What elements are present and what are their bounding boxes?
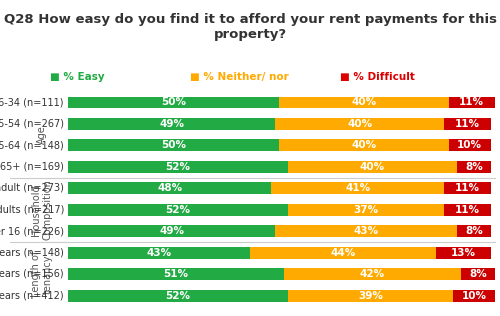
Bar bbox=[444, 204, 491, 216]
Text: Household
Composition: Household Composition bbox=[31, 179, 53, 240]
Text: Households with children under 16 (n=226): Households with children under 16 (n=226… bbox=[0, 226, 64, 236]
Text: 11%: 11% bbox=[460, 97, 484, 107]
Bar bbox=[68, 182, 271, 194]
Text: Two or more adults (n=217): Two or more adults (n=217) bbox=[0, 205, 64, 215]
Bar bbox=[457, 225, 491, 237]
Bar bbox=[288, 204, 444, 216]
Bar bbox=[457, 161, 491, 173]
Text: 43%: 43% bbox=[354, 226, 378, 236]
Text: Length of
tenancy: Length of tenancy bbox=[31, 251, 53, 297]
Text: 10%: 10% bbox=[462, 291, 486, 301]
Text: 40%: 40% bbox=[352, 97, 376, 107]
Text: 11%: 11% bbox=[455, 119, 480, 129]
Text: 65+ (n=169): 65+ (n=169) bbox=[0, 162, 64, 172]
Text: 37%: 37% bbox=[354, 205, 378, 215]
Text: 40%: 40% bbox=[347, 119, 372, 129]
Text: 13%: 13% bbox=[451, 248, 476, 258]
Text: 40%: 40% bbox=[360, 162, 385, 172]
Bar bbox=[448, 139, 491, 151]
Text: ■ % Neither/ nor: ■ % Neither/ nor bbox=[190, 72, 289, 82]
Text: 49%: 49% bbox=[159, 226, 184, 236]
Bar bbox=[68, 247, 250, 259]
Bar bbox=[276, 118, 444, 130]
Text: 35-54 (n=267): 35-54 (n=267) bbox=[0, 119, 64, 129]
Bar bbox=[68, 118, 276, 130]
Bar bbox=[68, 139, 280, 151]
Text: 55-64 (n=148): 55-64 (n=148) bbox=[0, 140, 64, 150]
Text: Q28 How easy do you find it to afford your rent payments for this
property?: Q28 How easy do you find it to afford yo… bbox=[4, 13, 496, 41]
Text: 43%: 43% bbox=[146, 248, 172, 258]
Text: 8%: 8% bbox=[465, 162, 482, 172]
Bar bbox=[68, 161, 288, 173]
Text: 44%: 44% bbox=[330, 248, 355, 258]
Bar bbox=[276, 225, 457, 237]
Text: 39%: 39% bbox=[358, 291, 383, 301]
Text: 49%: 49% bbox=[159, 119, 184, 129]
Text: 48%: 48% bbox=[157, 183, 182, 193]
Bar bbox=[452, 290, 495, 302]
Bar bbox=[68, 96, 280, 108]
Bar bbox=[461, 268, 495, 280]
Bar bbox=[68, 204, 288, 216]
Bar bbox=[436, 247, 491, 259]
Text: 52%: 52% bbox=[166, 291, 190, 301]
Bar bbox=[444, 182, 491, 194]
Text: 51%: 51% bbox=[164, 269, 188, 279]
Text: More than 10 years (n=412): More than 10 years (n=412) bbox=[0, 291, 64, 301]
Bar bbox=[288, 161, 457, 173]
Text: Between 3 and 10 years (n=156): Between 3 and 10 years (n=156) bbox=[0, 269, 64, 279]
Bar bbox=[68, 268, 284, 280]
Text: Single adult (n=273): Single adult (n=273) bbox=[0, 183, 64, 193]
Bar bbox=[280, 139, 448, 151]
Bar bbox=[68, 225, 276, 237]
Text: 11%: 11% bbox=[455, 183, 480, 193]
Text: Age: Age bbox=[37, 125, 47, 144]
Text: 10%: 10% bbox=[457, 140, 482, 150]
Bar bbox=[250, 247, 436, 259]
Text: 50%: 50% bbox=[162, 97, 186, 107]
Text: 16-34 (n=111): 16-34 (n=111) bbox=[0, 97, 64, 107]
Text: 52%: 52% bbox=[166, 162, 190, 172]
Text: 8%: 8% bbox=[469, 269, 487, 279]
Text: 42%: 42% bbox=[360, 269, 385, 279]
Bar bbox=[448, 96, 495, 108]
Text: 41%: 41% bbox=[345, 183, 370, 193]
Bar bbox=[280, 96, 448, 108]
Text: Less than 3 years (n=148): Less than 3 years (n=148) bbox=[0, 248, 64, 258]
Text: 11%: 11% bbox=[455, 205, 480, 215]
Text: 50%: 50% bbox=[162, 140, 186, 150]
Bar bbox=[271, 182, 444, 194]
Bar bbox=[284, 268, 461, 280]
Text: 8%: 8% bbox=[465, 226, 482, 236]
Text: 52%: 52% bbox=[166, 205, 190, 215]
Text: ■ % Easy: ■ % Easy bbox=[50, 72, 104, 82]
Text: 40%: 40% bbox=[352, 140, 376, 150]
Bar bbox=[444, 118, 491, 130]
Bar bbox=[288, 290, 452, 302]
Bar bbox=[68, 290, 288, 302]
Text: ■ % Difficult: ■ % Difficult bbox=[340, 72, 415, 82]
